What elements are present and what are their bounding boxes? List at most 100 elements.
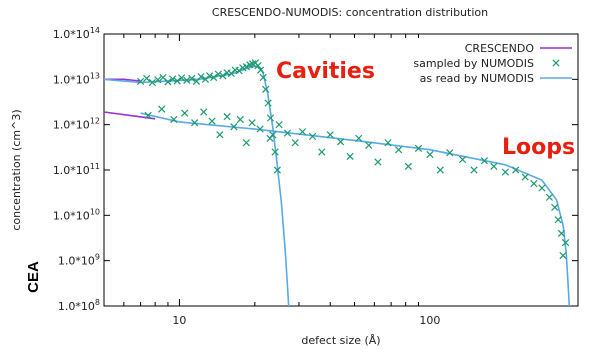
chart-title: CRESCENDO-NUMODIS: concentration distrib… [212,6,488,19]
scatter-point [164,78,172,86]
scatter-point [374,158,382,166]
scatter-point [200,108,208,116]
scatter-point [384,139,392,147]
scatter-point [346,152,354,160]
scatter-point [143,74,151,82]
scatter-point [236,115,244,124]
y-tick-label: 1.0*1014 [53,26,100,41]
scatter-point [559,251,567,260]
scatter-point [298,128,307,136]
scatter-point [551,203,559,211]
scatter-point [223,113,231,121]
scatter-point [480,157,489,165]
scatter-point [355,134,363,142]
scatter-point [177,74,186,82]
scatter-point [148,78,157,87]
scatter-point [501,168,509,176]
scatter-point [188,74,196,82]
cea-label: CEA [25,261,42,293]
y-axis-title: concentration (cm^3) [10,109,23,230]
scatter-point [173,77,181,85]
x-tick-label: 100 [419,314,440,327]
scatter-point [264,99,272,107]
series-line-as-read-by-numodis [103,64,290,307]
scatter-point [530,180,538,188]
scatter-point [197,72,205,81]
scatter-point [208,117,216,125]
scatter-point [557,229,566,237]
scatter-point [336,138,345,146]
series-lines [103,64,571,307]
axis-ticks: 1.0*108 1.0*109 1.0*1010 1.0*1011 1.0*1012 1.… [53,26,578,327]
y-tick-label: 1.0*108 [58,298,100,313]
scatter-point [291,139,299,147]
scatter-point [170,115,178,124]
x-axis-title: defect size (Å) [301,334,380,347]
chart-legend: CRESCENDO sampled by NUMODIS as read by NU… [413,42,572,85]
scatter-point [275,121,283,129]
scatter-point [404,162,412,171]
scatter-point [230,123,238,131]
loops-annotation: Loops [502,135,575,160]
scatter-point [210,73,218,82]
scatter-point [154,76,162,84]
scatter-point [205,72,214,80]
scatter-point [395,146,403,154]
scatter-point [271,148,279,156]
scatter-point [266,134,274,142]
scatter-point [414,144,423,152]
scatter-point [521,173,529,181]
scatter-point [490,162,498,171]
scatter-point [254,62,262,70]
scatter-point [183,76,191,84]
scatter-point [545,193,554,201]
scatter-point [266,114,275,122]
scatter-point [554,216,562,224]
scatter-point [273,166,281,174]
scatter-point [262,85,270,94]
scatter-point [426,150,434,159]
cavities-annotation: Cavities [276,59,375,84]
legend-swatch [552,59,560,67]
scatter-point [136,77,145,86]
scatter-point [248,119,256,127]
scatter-point [219,72,227,80]
scatter-point [308,132,317,141]
scatter-point [242,139,250,147]
scatter-point [257,66,265,74]
x-tick-label: 10 [172,314,186,327]
scatter-point [538,184,546,192]
scatter-point [561,239,570,247]
scatter-point [158,105,166,113]
scatter-point [470,166,478,174]
scatter-point [169,75,177,83]
scatter-point [512,166,520,174]
scatter-point [214,70,222,78]
scatter-point [436,166,444,174]
scatter-point [181,109,189,117]
y-tick-label: 1.0*1011 [53,162,100,177]
scatter-point [190,119,199,127]
series-line-as-read-by-numodis [140,112,571,307]
legend-label: sampled by NUMODIS [413,57,534,70]
y-tick-label: 1.0*109 [58,253,100,268]
scatter-point [458,155,467,164]
legend-label: CRESCENDO [465,42,535,55]
scatter-point [326,131,334,139]
scatter-point [446,149,454,157]
scatter-point [259,73,267,82]
y-tick-label: 1.0*1013 [53,71,100,86]
scatter-point [144,111,152,120]
scatter-point [216,131,224,139]
scatter-point [256,125,264,133]
legend-label: as read by NUMODIS [420,72,534,85]
scatter-points [136,59,570,260]
scatter-point [283,129,292,137]
y-tick-label: 1.0*1010 [53,207,100,222]
scatter-point [318,148,326,156]
y-tick-label: 1.0*1012 [53,117,100,132]
scatter-point [365,141,373,149]
scatter-point [242,63,250,71]
